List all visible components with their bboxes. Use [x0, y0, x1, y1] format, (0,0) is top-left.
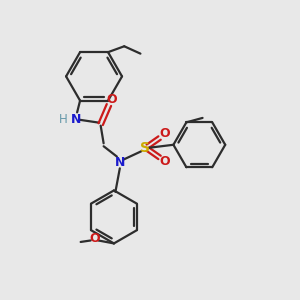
Text: N: N [115, 156, 125, 169]
Text: S: S [140, 141, 150, 155]
Text: N: N [70, 113, 81, 126]
Text: O: O [159, 127, 170, 140]
Text: O: O [89, 232, 100, 244]
Text: O: O [106, 93, 117, 106]
Text: O: O [159, 155, 170, 168]
Text: H: H [59, 113, 68, 126]
